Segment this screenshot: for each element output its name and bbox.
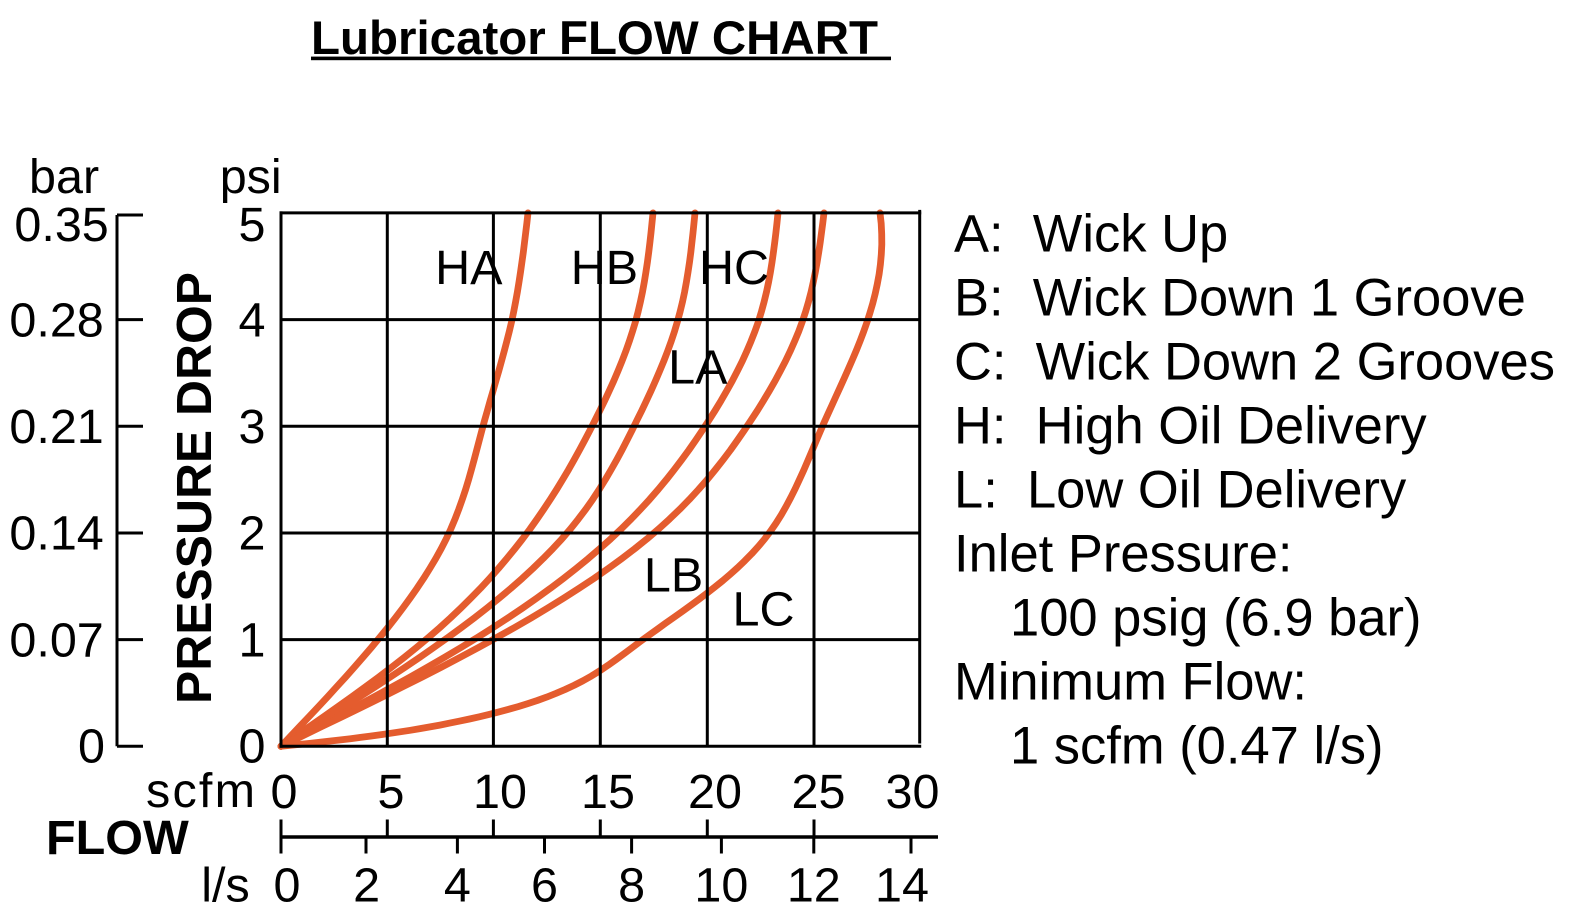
svg-text:LA: LA (668, 341, 728, 395)
svg-text:PRESSURE DROP: PRESSURE DROP (167, 272, 222, 704)
svg-text:4: 4 (239, 293, 266, 347)
svg-text:1 scfm (0.47 l/s): 1 scfm (0.47 l/s) (1010, 717, 1383, 776)
svg-text:4: 4 (444, 859, 471, 913)
svg-text:psi: psi (220, 150, 282, 204)
svg-text:1: 1 (239, 613, 266, 667)
svg-text:Inlet Pressure:: Inlet Pressure: (954, 525, 1292, 584)
svg-text:Minimum Flow:: Minimum Flow: (954, 653, 1307, 712)
svg-text:HA: HA (435, 241, 503, 295)
svg-text:A: Wick Up: A: Wick Up (954, 205, 1228, 264)
svg-text:FLOW: FLOW (46, 811, 189, 865)
svg-text:3: 3 (239, 400, 266, 454)
svg-text:0: 0 (78, 720, 105, 774)
svg-text:0: 0 (274, 859, 301, 913)
svg-text:2: 2 (239, 507, 266, 561)
svg-text:25: 25 (792, 765, 846, 819)
svg-text:5: 5 (378, 765, 405, 819)
svg-text:B: Wick Down 1 Groove: B: Wick Down 1 Groove (954, 269, 1526, 328)
svg-text:12: 12 (787, 859, 841, 913)
svg-text:8: 8 (618, 859, 645, 913)
svg-text:0: 0 (239, 720, 266, 774)
svg-text:100 psig (6.9 bar): 100 psig (6.9 bar) (1010, 589, 1422, 648)
svg-text:10: 10 (473, 765, 527, 819)
svg-text:H: High Oil Delivery: H: High Oil Delivery (954, 397, 1427, 456)
svg-text:l/s: l/s (201, 859, 250, 913)
svg-text:0.07: 0.07 (9, 613, 103, 667)
svg-text:bar: bar (29, 150, 99, 204)
svg-text:LC: LC (733, 583, 795, 637)
svg-text:14: 14 (875, 859, 929, 913)
svg-text:6: 6 (531, 859, 558, 913)
svg-text:10: 10 (694, 859, 748, 913)
svg-text:L: Low Oil Delivery: L: Low Oil Delivery (954, 461, 1407, 520)
svg-text:2: 2 (353, 859, 380, 913)
svg-text:0.35: 0.35 (14, 198, 108, 252)
svg-text:HC: HC (699, 241, 769, 295)
svg-text:HB: HB (571, 241, 638, 295)
svg-text:15: 15 (581, 765, 635, 819)
svg-text:5: 5 (239, 198, 266, 252)
svg-text:Lubricator FLOW CHART: Lubricator FLOW CHART (311, 12, 878, 65)
svg-text:0: 0 (271, 765, 298, 819)
svg-text:LB: LB (644, 548, 703, 602)
svg-text:scfm: scfm (146, 764, 255, 818)
svg-text:0.14: 0.14 (9, 507, 103, 561)
svg-text:0.28: 0.28 (9, 293, 103, 347)
svg-text:30: 30 (886, 765, 940, 819)
svg-text:0.21: 0.21 (9, 400, 103, 454)
svg-text:C: Wick Down 2 Grooves: C: Wick Down 2 Grooves (954, 333, 1555, 392)
svg-text:20: 20 (688, 765, 742, 819)
